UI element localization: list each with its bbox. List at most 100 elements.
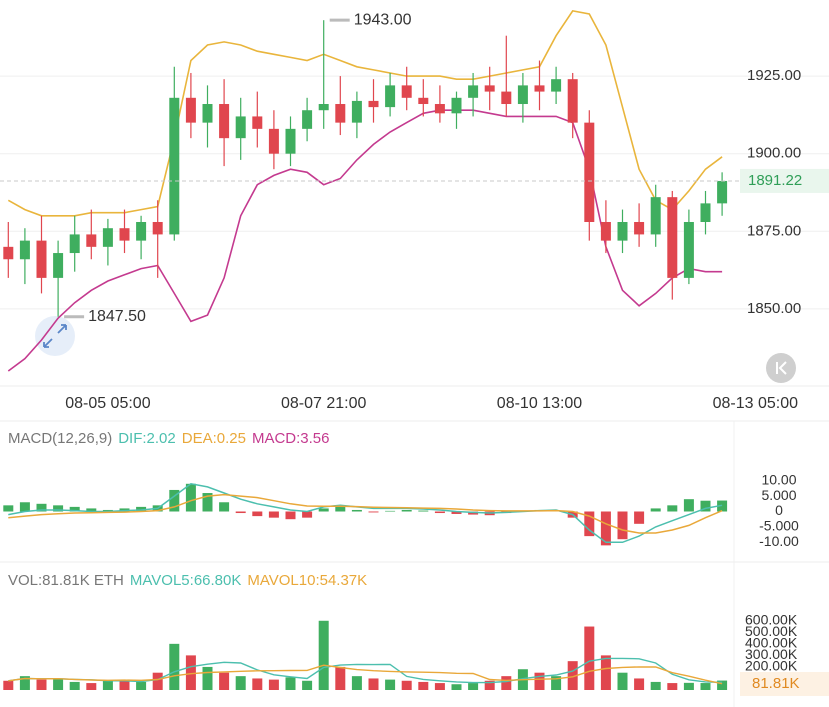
jump-latest-button[interactable] — [766, 353, 796, 383]
volume-bar — [700, 683, 711, 690]
volume-bar — [600, 655, 611, 690]
macd-bar — [302, 511, 313, 518]
candle-body — [418, 97, 429, 105]
macd-bar — [700, 500, 711, 512]
candle-body — [634, 221, 645, 235]
volume-bar — [434, 683, 445, 690]
volume-bar — [318, 620, 329, 690]
volume-bar — [368, 678, 379, 690]
expand-icon[interactable] — [35, 316, 75, 356]
y-tick-label: 5.000 — [761, 487, 796, 503]
volume-bar — [119, 679, 130, 690]
candle-body — [368, 100, 379, 108]
volume-bar — [202, 666, 213, 690]
candle-body — [202, 104, 213, 123]
macd-bar — [318, 508, 329, 512]
macd-bar — [650, 508, 661, 512]
y-tick-label: 10.00 — [761, 471, 796, 487]
volume-bar — [152, 672, 163, 690]
candle-body — [169, 97, 180, 235]
y-tick-label: 200.00K — [745, 658, 798, 674]
x-tick-label: 08-07 21:00 — [281, 395, 367, 412]
candle-body — [468, 85, 479, 98]
candle-body — [36, 240, 47, 278]
candle-body — [517, 85, 528, 105]
volume-bar — [19, 676, 30, 690]
candle-body — [683, 221, 694, 278]
candle-body — [285, 128, 296, 154]
volume-bar — [302, 680, 313, 690]
volume-last-label: 81.81K — [752, 675, 800, 692]
volume-bar — [36, 679, 47, 690]
volume-bar — [451, 684, 462, 690]
y-tick-label: 600.00K — [745, 611, 798, 627]
macd-bar — [169, 489, 180, 512]
volume-bar — [617, 672, 628, 690]
macd-bar — [235, 511, 246, 514]
volume-bar — [235, 676, 246, 690]
macd-bar — [102, 509, 113, 512]
macd-bar — [667, 505, 678, 512]
macd-title: MACD(12,26,9) — [8, 430, 113, 447]
candle-body — [351, 100, 362, 123]
legend-item: DEA:0.25 — [181, 430, 246, 447]
candle-body — [667, 197, 678, 278]
volume-bar — [268, 679, 279, 690]
candle-body — [152, 221, 163, 235]
mavol-line — [8, 657, 723, 684]
candle-body — [252, 116, 263, 129]
volume-bar — [468, 683, 479, 690]
y-tick-label: 1900.00 — [747, 145, 801, 162]
y-tick-label: 1850.00 — [747, 300, 801, 317]
macd-bar — [285, 511, 296, 520]
volume-bar — [567, 661, 578, 690]
volume-bar — [584, 626, 595, 690]
macd-bar — [584, 511, 595, 537]
volume-bar — [650, 681, 661, 690]
macd-bar — [634, 511, 645, 524]
legend-item: MACD:3.56 — [251, 430, 330, 447]
volume-bar — [634, 678, 645, 690]
y-tick-label: -5.000 — [759, 518, 799, 534]
last-price-box — [740, 168, 829, 193]
legend-item: MAVOL10:54.37K — [247, 572, 368, 589]
macd-bar — [3, 505, 14, 512]
macd-bar — [451, 511, 462, 514]
volume-bar — [717, 680, 728, 690]
macd-bar — [202, 493, 213, 512]
candle-body — [401, 85, 412, 98]
legend-item: MAVOL5:66.80K — [129, 572, 242, 589]
macd-bar — [335, 506, 346, 512]
volume-bar — [185, 655, 196, 690]
macd-bar — [401, 509, 412, 512]
candle-body — [19, 240, 30, 260]
y-tick-label: 500.00K — [745, 623, 798, 639]
macd-bar — [86, 508, 97, 512]
candle-body — [617, 221, 628, 241]
volume-bar — [219, 672, 230, 690]
macd-bar — [434, 511, 445, 514]
macd-bar — [418, 510, 429, 512]
macd-bar — [36, 503, 47, 512]
candle-body — [335, 104, 346, 123]
macd-bar — [368, 511, 379, 513]
volume-last-box — [740, 672, 829, 696]
volume-bar — [3, 680, 14, 690]
volume-bar — [385, 679, 396, 690]
volume-bar — [335, 666, 346, 690]
macd-bar — [185, 483, 196, 512]
high-label: 1943.00 — [354, 11, 412, 28]
macd-bar — [136, 506, 147, 512]
macd-bar — [385, 510, 396, 512]
candle-body — [86, 234, 97, 247]
candle-body — [700, 203, 711, 222]
macd-bar — [351, 509, 362, 512]
macd-line — [8, 483, 723, 544]
candle-body — [584, 122, 595, 222]
x-tick-label: 08-13 05:00 — [713, 395, 799, 412]
mavol-line — [8, 664, 723, 685]
volume-bar — [683, 682, 694, 690]
legend-item: DIF:2.02 — [118, 430, 176, 447]
